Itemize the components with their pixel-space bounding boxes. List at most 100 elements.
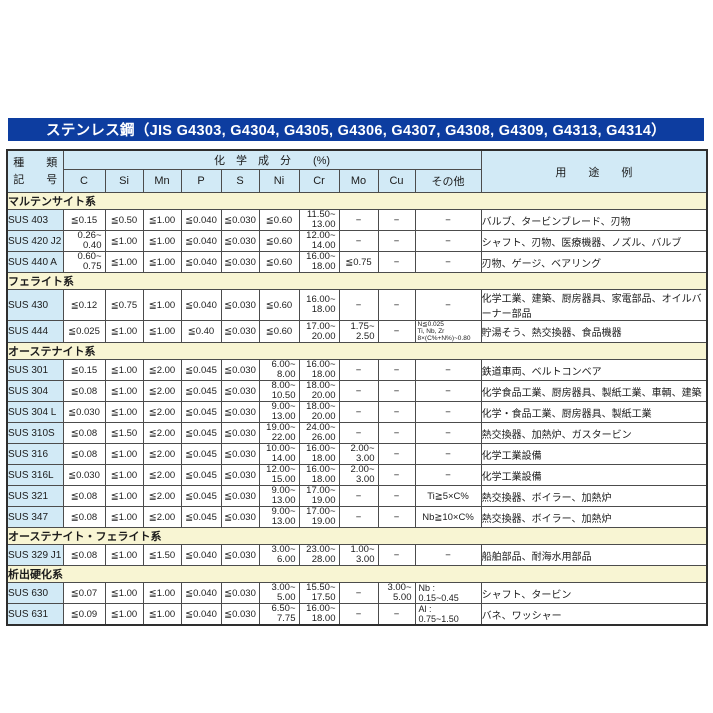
section-title: マルテンサイト系 [6, 192, 708, 210]
usage-cell: 熱交換器、ボイラー、加熱炉 [480, 485, 708, 507]
stainless-steel-composition-table: 種 類 記 号 化 学 成 分 (%) 用 途 例 C Si Mn P S Ni Cr Mo C… [6, 149, 709, 626]
composition-cell-mn: ≦1.00 [142, 320, 182, 343]
table-body: マルテンサイト系 SUS 403 ≦0.15 ≦0.50 ≦1.00 ≦0.040 ≦0.0… [6, 192, 708, 626]
composition-cell-cr: 17.00~ 20.00 [298, 320, 340, 343]
composition-cell-cu: − [377, 422, 416, 444]
grade-cell: SUS 440 A [6, 251, 64, 273]
composition-cell-mo: − [338, 422, 379, 444]
composition-cell-si: ≦1.00 [104, 251, 144, 273]
composition-cell-other: Nb≧10×C% [414, 506, 482, 528]
section-title: オーステナイト系 [6, 342, 708, 360]
usage-cell: バネ、ワッシャー [480, 603, 708, 626]
composition-cell-cr: 11.50~ 13.00 [298, 209, 340, 231]
composition-cell-p: ≦0.045 [180, 380, 222, 402]
composition-cell-c: ≦0.030 [62, 401, 106, 423]
composition-cell-cr: 15.50~ 17.50 [298, 582, 340, 604]
composition-cell-cr: 17.00~ 19.00 [298, 485, 340, 507]
usage-cell: 化学・食品工業、厨房器具、製紙工業 [480, 401, 708, 423]
grade-cell: SUS 631 [6, 603, 64, 626]
composition-cell-mo: 1.00~ 3.00 [338, 544, 379, 566]
composition-cell-s: ≦0.030 [220, 443, 260, 465]
table-header: 種 類 記 号 化 学 成 分 (%) 用 途 例 C Si Mn P S Ni Cr Mo C… [6, 149, 708, 193]
composition-cell-c: 0.60~ 0.75 [62, 251, 106, 273]
composition-cell-mn: ≦2.00 [142, 485, 182, 507]
composition-cell-cu: − [377, 289, 416, 321]
composition-cell-ni: ≦0.60 [258, 251, 300, 273]
column-header-si: Si [104, 169, 144, 193]
composition-cell-ni: 19.00~ 22.00 [258, 422, 300, 444]
composition-cell-other: − [414, 251, 482, 273]
composition-cell-s: ≦0.030 [220, 359, 260, 381]
composition-cell-c: ≦0.15 [62, 359, 106, 381]
composition-cell-ni: 9.00~ 13.00 [258, 485, 300, 507]
composition-cell-p: ≦0.040 [180, 230, 222, 252]
section-header-row: 析出硬化系 [6, 565, 708, 583]
usage-cell: バルブ、タービンブレード、刃物 [480, 209, 708, 231]
grade-cell: SUS 316 [6, 443, 64, 465]
composition-cell-si: ≦1.00 [104, 603, 144, 626]
composition-cell-s: ≦0.030 [220, 582, 260, 604]
usage-cell: 刃物、ゲージ、ベアリング [480, 251, 708, 273]
page-title: ステンレス鋼（JIS G4303, G4304, G4305, G4306, G… [46, 123, 666, 139]
composition-cell-c: ≦0.08 [62, 506, 106, 528]
composition-cell-cu: − [377, 230, 416, 252]
table-row: SUS 630 ≦0.07 ≦1.00 ≦1.00 ≦0.040 ≦0.030 3.00~ … [6, 582, 708, 604]
grade-cell: SUS 420 J2 [6, 230, 64, 252]
composition-cell-p: ≦0.045 [180, 422, 222, 444]
composition-cell-other: − [414, 401, 482, 423]
grade-cell: SUS 316L [6, 464, 64, 486]
composition-cell-s: ≦0.030 [220, 251, 260, 273]
composition-cell-cr: 17.00~ 19.00 [298, 506, 340, 528]
composition-cell-mo: − [338, 603, 379, 626]
composition-cell-s: ≦0.030 [220, 422, 260, 444]
grade-cell: SUS 347 [6, 506, 64, 528]
table-row: SUS 444 ≦0.025 ≦1.00 ≦1.00 ≦0.40 ≦0.030 ≦0.60 1… [6, 320, 708, 343]
title-bar: ステンレス鋼（JIS G4303, G4304, G4305, G4306, G… [8, 118, 704, 141]
composition-cell-other: − [414, 443, 482, 465]
composition-cell-s: ≦0.030 [220, 506, 260, 528]
composition-cell-si: ≦1.00 [104, 544, 144, 566]
composition-cell-cr: 12.00~ 14.00 [298, 230, 340, 252]
usage-cell: 貯湯そう、熱交換器、食品機器 [480, 320, 708, 343]
composition-cell-mn: ≦2.00 [142, 506, 182, 528]
composition-cell-s: ≦0.030 [220, 209, 260, 231]
composition-cell-cr: 16.00~ 18.00 [298, 359, 340, 381]
composition-cell-c: ≦0.07 [62, 582, 106, 604]
composition-cell-p: ≦0.40 [180, 320, 222, 343]
composition-cell-s: ≦0.030 [220, 544, 260, 566]
table-row: SUS 304 ≦0.08 ≦1.00 ≦2.00 ≦0.045 ≦0.030 8.00~ … [6, 380, 708, 402]
composition-cell-mn: ≦1.50 [142, 544, 182, 566]
column-header-mn: Mn [142, 169, 182, 193]
column-header-p: P [180, 169, 222, 193]
composition-cell-ni: 6.50~ 7.75 [258, 603, 300, 626]
composition-cell-c: ≦0.08 [62, 443, 106, 465]
grade-cell: SUS 403 [6, 209, 64, 231]
grade-cell: SUS 301 [6, 359, 64, 381]
composition-cell-ni: 12.00~ 15.00 [258, 464, 300, 486]
composition-cell-s: ≦0.030 [220, 401, 260, 423]
usage-cell: 熱交換器、加熱炉、ガスタービン [480, 422, 708, 444]
composition-cell-mn: ≦2.00 [142, 359, 182, 381]
composition-cell-cu: − [377, 443, 416, 465]
section-header-row: マルテンサイト系 [6, 192, 708, 210]
column-header-cu: Cu [377, 169, 416, 193]
composition-cell-p: ≦0.040 [180, 582, 222, 604]
composition-cell-cu: 3.00~ 5.00 [377, 582, 416, 604]
composition-cell-c: ≦0.09 [62, 603, 106, 626]
composition-cell-si: ≦0.50 [104, 209, 144, 231]
section-header-row: オーステナイト・フェライト系 [6, 527, 708, 545]
composition-cell-mo: 2.00~ 3.00 [338, 443, 379, 465]
composition-cell-p: ≦0.045 [180, 443, 222, 465]
composition-cell-si: ≦1.00 [104, 320, 144, 343]
composition-cell-s: ≦0.030 [220, 464, 260, 486]
composition-cell-s: ≦0.030 [220, 603, 260, 626]
composition-cell-c: ≦0.08 [62, 422, 106, 444]
composition-cell-si: ≦1.00 [104, 443, 144, 465]
composition-cell-si: ≦1.00 [104, 230, 144, 252]
table-row: SUS 631 ≦0.09 ≦1.00 ≦1.00 ≦0.040 ≦0.030 6.50~ … [6, 603, 708, 626]
composition-cell-mn: ≦1.00 [142, 209, 182, 231]
composition-cell-si: ≦1.00 [104, 464, 144, 486]
composition-cell-other: Al : 0.75~1.50 [414, 603, 482, 626]
composition-cell-cu: − [377, 544, 416, 566]
usage-cell: 化学工業設備 [480, 443, 708, 465]
